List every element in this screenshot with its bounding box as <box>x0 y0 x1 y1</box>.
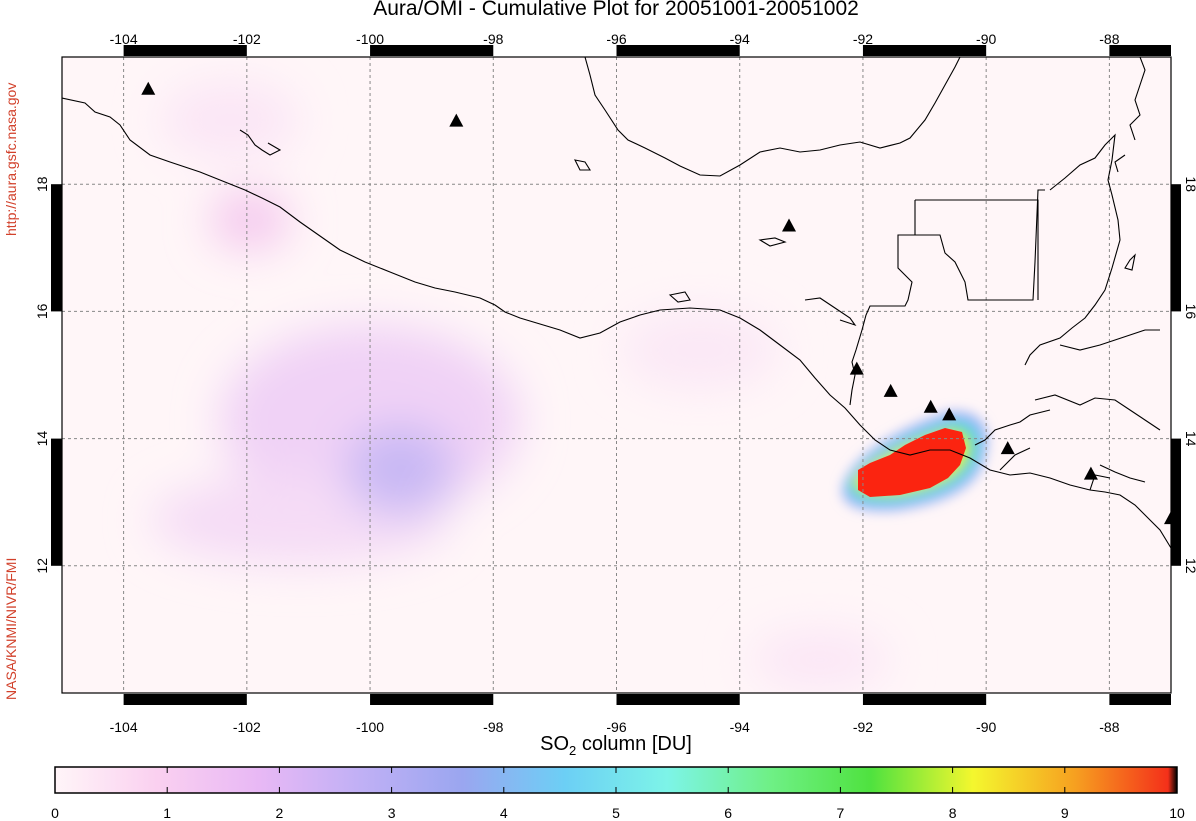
volcano-icon <box>942 407 957 421</box>
country-borders <box>849 189 1161 491</box>
colorbar-tick-label: 6 <box>724 805 732 821</box>
frame-bar-bottom <box>616 694 740 705</box>
colorbar-tick-label: 0 <box>51 805 59 821</box>
colorbar-tick-label: 5 <box>612 805 620 821</box>
axis-tick-labels: -104 -104 -102 -102 -100 -100 -98 -98 -96 -96 -94 -… <box>34 31 1196 735</box>
frame-bar-top <box>616 45 740 56</box>
lon-tick-label: -104 <box>110 719 138 735</box>
volcano-icon <box>1000 441 1015 455</box>
lon-tick-label: -88 <box>1099 31 1119 47</box>
colorbar-tick-label: 8 <box>949 805 957 821</box>
colorbar-tick-label: 7 <box>837 805 845 821</box>
colorbar-tick-label: 3 <box>388 805 396 821</box>
lon-tick-label: -102 <box>233 719 261 735</box>
lon-tick-label: -98 <box>483 719 503 735</box>
volcano-markers <box>141 81 1171 525</box>
lon-tick-label: -96 <box>606 719 626 735</box>
lon-tick-label: -96 <box>606 31 626 47</box>
colorbar-tick-label: 4 <box>500 805 508 821</box>
frame-bar-top <box>123 45 247 56</box>
lon-tick-label: -94 <box>730 31 750 47</box>
lat-tick-label-left: 14 <box>34 431 50 447</box>
lon-tick-label: -92 <box>853 719 873 735</box>
volcano-icon <box>1164 511 1171 525</box>
frame-bar-right <box>1171 438 1181 566</box>
so2-plume-core <box>858 428 966 497</box>
coastlines <box>62 57 1171 549</box>
lat-tick-label-left: 18 <box>34 176 50 192</box>
volcano-icon <box>1083 466 1098 480</box>
frame-bar-top <box>370 45 494 56</box>
lat-tick-label-right: 12 <box>1183 558 1196 574</box>
lat-tick-label-left: 16 <box>34 303 50 319</box>
colorbar-title-subscript: 2 <box>569 743 577 758</box>
colorbar-tick-label: 1 <box>163 805 171 821</box>
lon-tick-label: -100 <box>356 31 384 47</box>
frame-bar-right <box>1171 184 1181 312</box>
lat-tick-label-right: 14 <box>1183 431 1196 447</box>
map-frame <box>61 56 1172 694</box>
lon-tick-label: -100 <box>356 719 384 735</box>
lon-tick-label: -102 <box>233 31 261 47</box>
frame-bar-bottom <box>370 694 494 705</box>
volcano-icon <box>141 81 156 95</box>
frame-bar-left <box>51 438 62 566</box>
volcano-icon <box>849 361 864 375</box>
colorbar-title: SO2 column [DU] <box>0 733 1196 758</box>
lat-tick-label-left: 12 <box>34 558 50 574</box>
frame-bar-top <box>862 45 987 56</box>
so2-background-haze <box>150 80 890 690</box>
lon-tick-label: -104 <box>110 31 138 47</box>
plot-title: Aura/OMI - Cumulative Plot for 20051001-… <box>373 0 859 20</box>
colorbar-title-prefix: SO <box>540 733 570 755</box>
colorbar-tick-label: 10 <box>1169 805 1185 821</box>
colorbar-ticks: 0 1 2 3 4 5 6 7 8 9 10 <box>51 767 1185 821</box>
lon-tick-label: -94 <box>730 719 750 735</box>
lat-tick-label-right: 18 <box>1183 176 1196 192</box>
lon-tick-label: -98 <box>483 31 503 47</box>
volcano-icon <box>782 218 797 232</box>
map-panel <box>62 57 1171 693</box>
colorbar-tick-label: 2 <box>276 805 284 821</box>
colorbar-title-suffix: column [DU] <box>576 733 692 755</box>
volcano-icon <box>923 399 938 413</box>
lon-tick-label: -90 <box>976 31 996 47</box>
lon-tick-label: -90 <box>976 719 996 735</box>
volcano-icon <box>449 113 464 127</box>
frame-bar-bottom <box>1109 694 1171 705</box>
frame-bar-top <box>1109 45 1171 56</box>
volcano-icon <box>883 383 898 397</box>
frame-bar-bottom <box>862 694 987 705</box>
colorbar-tick-label: 9 <box>1061 805 1069 821</box>
lon-tick-label: -92 <box>853 31 873 47</box>
lon-tick-label: -88 <box>1099 719 1119 735</box>
lat-tick-label-right: 16 <box>1183 304 1196 320</box>
colorbar: 0 1 2 3 4 5 6 7 8 9 10 <box>51 766 1185 821</box>
map-frame-bars <box>51 45 1181 705</box>
frame-bar-left <box>51 184 62 312</box>
frame-bar-bottom <box>123 694 247 705</box>
